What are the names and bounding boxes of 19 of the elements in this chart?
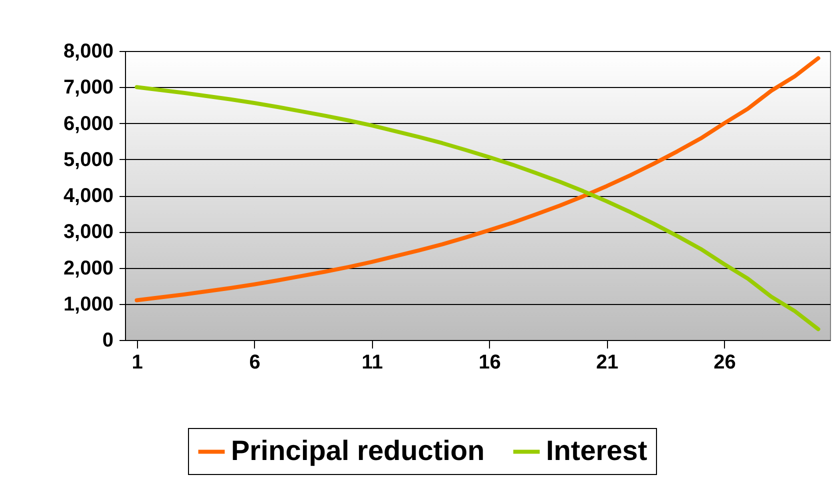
x-tick-label: 1 (132, 352, 143, 374)
y-tick-label: 4,000 (63, 185, 114, 207)
x-tick-label: 16 (478, 352, 501, 374)
y-tick-label: 6,000 (63, 112, 114, 135)
x-tick-label: 21 (596, 352, 618, 374)
y-tick-label: 1,000 (63, 293, 114, 316)
legend-label: Interest (546, 434, 648, 466)
line-series (134, 85, 820, 332)
line-series (134, 56, 820, 302)
x-tick-label: 6 (249, 352, 260, 374)
y-tick-label: 8,000 (63, 40, 114, 62)
x-tick-label: 26 (714, 352, 736, 374)
legend-label: Principal reduction (231, 434, 485, 466)
x-tick-label: 11 (362, 352, 383, 374)
y-tick-label: 3,000 (63, 221, 114, 244)
y-tick-label: 7,000 (63, 76, 114, 99)
y-tick-label: 5,000 (63, 148, 114, 171)
y-tick-label: 2,000 (63, 257, 114, 280)
y-tick-label: 0 (102, 330, 114, 352)
